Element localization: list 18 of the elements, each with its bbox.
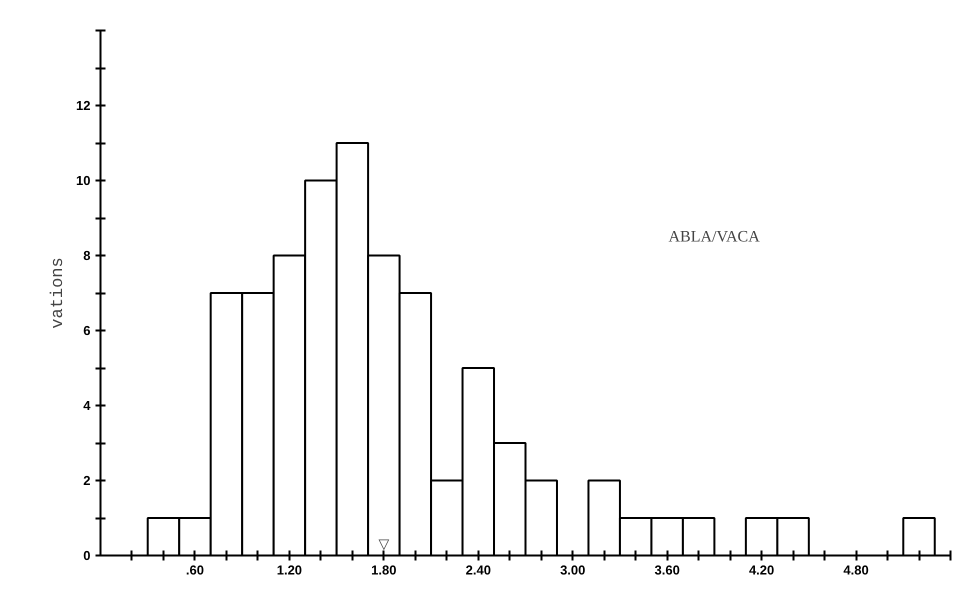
- annotation: ABLA/VACA: [668, 228, 760, 246]
- y-tick-label: 8: [83, 248, 91, 263]
- x-tick-label: 1.20: [276, 562, 302, 578]
- y-tick-label: 2: [83, 473, 91, 488]
- y-tick-label: 4: [83, 398, 92, 413]
- y-axis-title: vations: [49, 257, 68, 329]
- y-tick-label: 10: [76, 173, 91, 188]
- x-tick-label: 3.60: [654, 562, 680, 578]
- y-tick-label: 6: [83, 323, 91, 338]
- x-tick-label: 1.80: [371, 562, 396, 578]
- x-tick-label: 2.40: [466, 562, 491, 578]
- x-tick-label: 4.80: [843, 562, 869, 578]
- x-tick-label: .60: [186, 562, 204, 578]
- x-tick-label: 4.20: [748, 562, 774, 578]
- x-tick-label: 3.00: [560, 562, 586, 578]
- y-tick-label: 0: [83, 548, 91, 563]
- annotation: ▽: [378, 536, 390, 552]
- y-tick-label: 12: [76, 98, 91, 113]
